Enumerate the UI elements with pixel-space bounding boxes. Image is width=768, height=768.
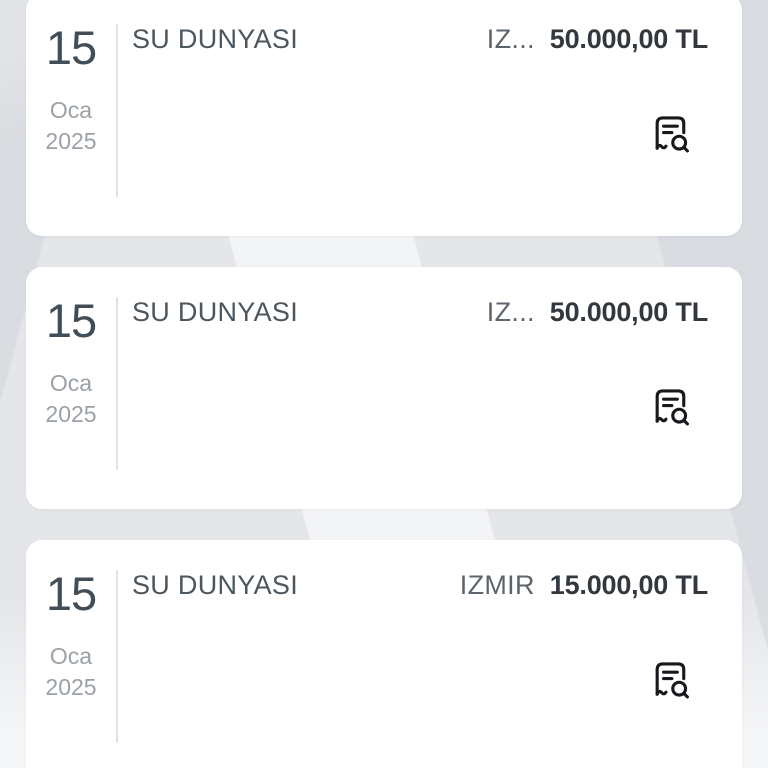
date-day: 15 [45,567,97,620]
receipt-search-button[interactable] [648,111,692,156]
date-month: Oca [49,97,93,123]
receipt-search-button[interactable] [648,657,692,702]
transaction-row: SU DUNYASI IZMIR 15.000,00 TL [132,570,708,601]
date-year: 2025 [45,128,97,154]
receipt-search-icon [655,662,689,699]
transaction-amount: 50.000,00 TL [549,297,708,327]
vertical-divider [116,24,118,197]
merchant-name: SU DUNYASI [132,570,299,600]
merchant-location: IZ... [486,24,535,54]
transaction-card[interactable]: 15 Oca 2025 SU DUNYASI IZMIR 15.000,00 T… [26,540,742,768]
merchant-name: SU DUNYASI [132,297,299,327]
vertical-divider [116,297,118,470]
transaction-date: 15 Oca 2025 [26,267,116,509]
transaction-date: 15 Oca 2025 [26,0,116,236]
date-year: 2025 [45,401,97,427]
merchant-location: IZ... [486,297,535,327]
vertical-divider [116,570,118,743]
receipt-search-button[interactable] [648,384,692,429]
transaction-content: SU DUNYASI IZ... 50.000,00 TL [118,0,742,236]
transaction-content: SU DUNYASI IZMIR 15.000,00 TL [118,540,742,768]
transaction-row: SU DUNYASI IZ... 50.000,00 TL [132,297,708,328]
merchant-name: SU DUNYASI [132,24,299,54]
date-month: Oca [49,370,93,396]
merchant-location: IZMIR [459,570,535,600]
date-month: Oca [49,643,93,669]
date-day: 15 [45,21,97,74]
transaction-date: 15 Oca 2025 [26,540,116,768]
transaction-row: SU DUNYASI IZ... 50.000,00 TL [132,24,708,55]
transaction-content: SU DUNYASI IZ... 50.000,00 TL [118,267,742,509]
receipt-search-icon [655,116,689,153]
transaction-amount: 15.000,00 TL [549,570,708,600]
date-year: 2025 [45,674,97,700]
receipt-search-icon [655,389,689,426]
date-day: 15 [45,294,97,347]
transaction-card[interactable]: 15 Oca 2025 SU DUNYASI IZ... 50.000,00 T… [26,0,742,236]
transaction-card[interactable]: 15 Oca 2025 SU DUNYASI IZ... 50.000,00 T… [26,267,742,509]
transaction-amount: 50.000,00 TL [549,24,708,54]
